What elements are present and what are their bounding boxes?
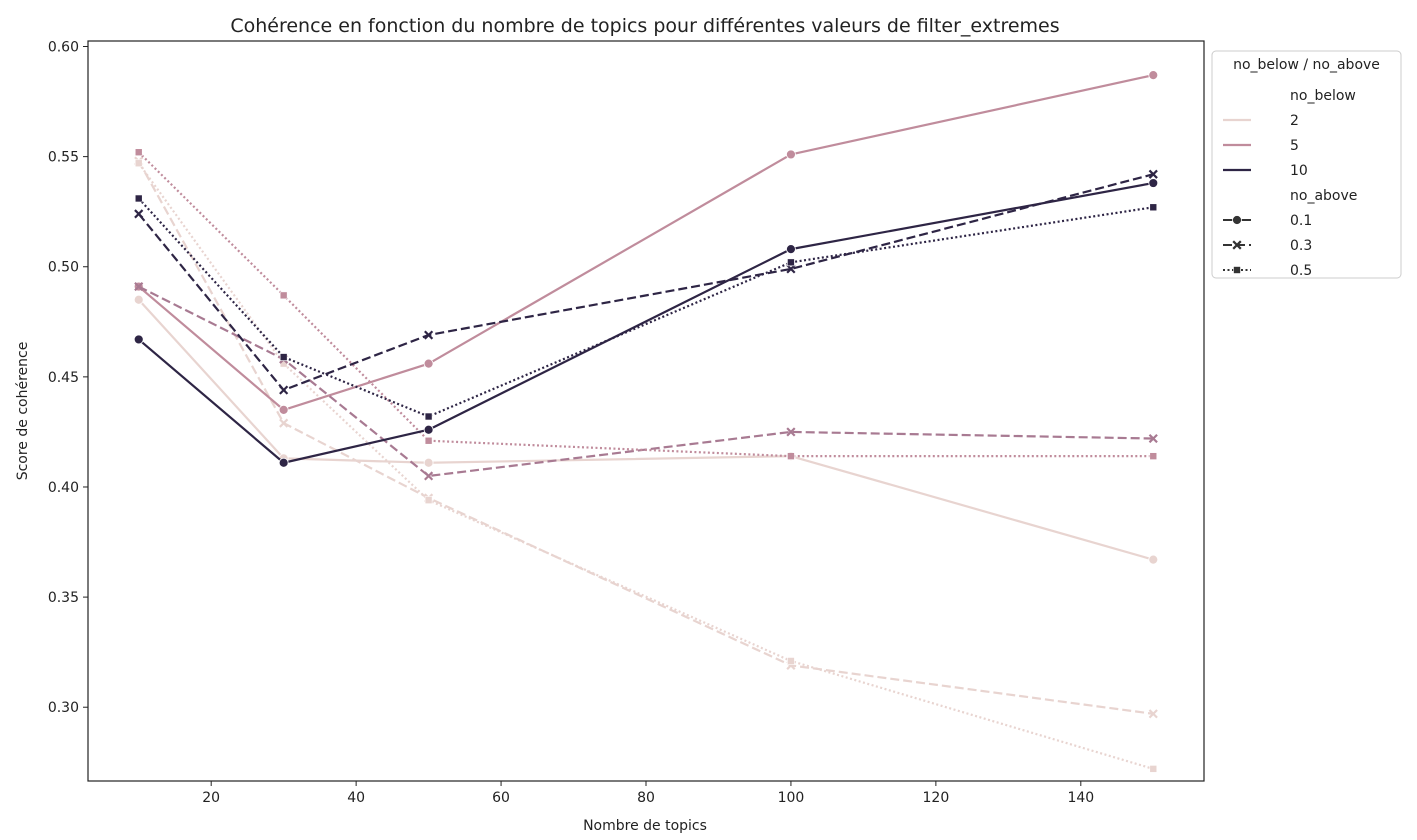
data-point: [424, 412, 433, 421]
data-point: [1148, 169, 1158, 179]
data-point: [424, 496, 433, 504]
x-axis: 20 40 60 80 100 120 140: [202, 781, 1094, 806]
data-point: [134, 148, 143, 157]
data-point: [787, 657, 795, 665]
series-line: [137, 299, 1154, 561]
chart-title: Cohérence en fonction du nombre de topic…: [230, 15, 1059, 37]
series-line: [137, 162, 1154, 770]
data-point: [424, 330, 434, 340]
series-line: [138, 74, 1154, 411]
data-point: [786, 427, 796, 437]
data-point: [134, 159, 143, 168]
x-axis-label: Nombre de topics: [583, 818, 707, 834]
legend-subtitle-hue: no_below: [1290, 88, 1356, 104]
legend-label: 0.3: [1290, 238, 1312, 254]
y-tick-label: 0.45: [48, 370, 79, 386]
x-tick-label: 20: [202, 790, 220, 806]
data-point: [279, 385, 289, 395]
data-point: [423, 424, 434, 435]
legend-entry-style-01: 0.1: [1223, 213, 1312, 229]
legend-title: no_below / no_above: [1233, 57, 1380, 73]
data-point: [133, 334, 144, 345]
data-point: [787, 452, 795, 460]
legend-entry-hue-5: 5: [1223, 138, 1299, 154]
data-point: [133, 294, 144, 305]
legend-marker: [1232, 215, 1242, 225]
legend-label: 0.5: [1290, 263, 1312, 279]
x-tick-label: 140: [1067, 790, 1094, 806]
series-nb10-na03: [134, 169, 1158, 395]
y-axis: 0.30 0.35 0.40 0.45 0.50 0.55 0.60: [48, 40, 88, 716]
plot-area: [87, 40, 1205, 782]
data-point: [1149, 203, 1158, 212]
data-point: [786, 244, 796, 255]
series-line: [137, 151, 1154, 458]
data-point: [1149, 452, 1158, 460]
data-point: [134, 209, 144, 219]
data-point: [1149, 765, 1158, 773]
series-nb5-na01: [133, 70, 1159, 415]
x-tick-label: 80: [637, 790, 655, 806]
series-nb10-na01: [133, 178, 1159, 468]
x-tick-label: 120: [923, 790, 950, 806]
y-tick-label: 0.60: [48, 40, 79, 56]
x-tick-label: 60: [492, 790, 510, 806]
series-line: [137, 173, 1154, 392]
series-line: [137, 160, 1154, 715]
data-point: [279, 291, 288, 300]
legend-box: [1211, 50, 1402, 279]
data-point: [279, 418, 289, 428]
data-point: [786, 149, 796, 160]
series-layer: [133, 70, 1159, 773]
data-point: [1148, 178, 1159, 188]
data-point: [1148, 433, 1158, 444]
data-point: [1148, 709, 1158, 719]
series-nb2-na01: [133, 294, 1159, 565]
legend-subtitle-style: no_above: [1290, 188, 1357, 204]
series-nb2-na05: [134, 159, 1158, 773]
data-point: [134, 194, 143, 203]
series-line: [137, 197, 1154, 418]
data-point: [423, 457, 434, 468]
data-point: [423, 358, 434, 369]
data-point: [134, 281, 144, 292]
data-point: [1148, 70, 1159, 81]
data-point: [278, 404, 289, 415]
series-nb10-na05: [134, 194, 1158, 421]
legend-label: 2: [1290, 113, 1299, 129]
legend-entry-hue-10: 10: [1223, 163, 1308, 179]
data-point: [424, 471, 434, 481]
y-tick-label: 0.55: [48, 150, 79, 166]
data-point: [786, 264, 796, 274]
data-point: [1148, 554, 1159, 565]
data-point: [787, 258, 795, 267]
legend-label: 5: [1290, 138, 1299, 154]
y-tick-label: 0.30: [48, 700, 79, 716]
legend: no_below / no_above no_below 2 5 10 no_above 0…: [1211, 50, 1402, 279]
series-line: [138, 285, 1154, 478]
legend-marker: [1232, 240, 1242, 250]
series-nb5-na05: [134, 148, 1158, 460]
x-tick-label: 40: [347, 790, 365, 806]
y-tick-label: 0.35: [48, 590, 79, 606]
legend-label: 0.1: [1290, 213, 1312, 229]
y-axis-label: Score de cohérence: [15, 342, 31, 481]
data-point: [279, 353, 288, 361]
data-point: [278, 457, 289, 468]
y-tick-label: 0.40: [48, 480, 79, 496]
legend-label: 10: [1290, 163, 1308, 179]
legend-entry-style-03: 0.3: [1223, 238, 1312, 254]
x-tick-label: 100: [778, 790, 805, 806]
series-nb2-na03: [134, 156, 1158, 719]
legend-marker: [1233, 266, 1241, 274]
data-point: [424, 436, 433, 445]
legend-entry-style-05: 0.5: [1223, 263, 1312, 279]
legend-entry-hue-2: 2: [1223, 113, 1299, 129]
y-tick-label: 0.50: [48, 260, 79, 276]
